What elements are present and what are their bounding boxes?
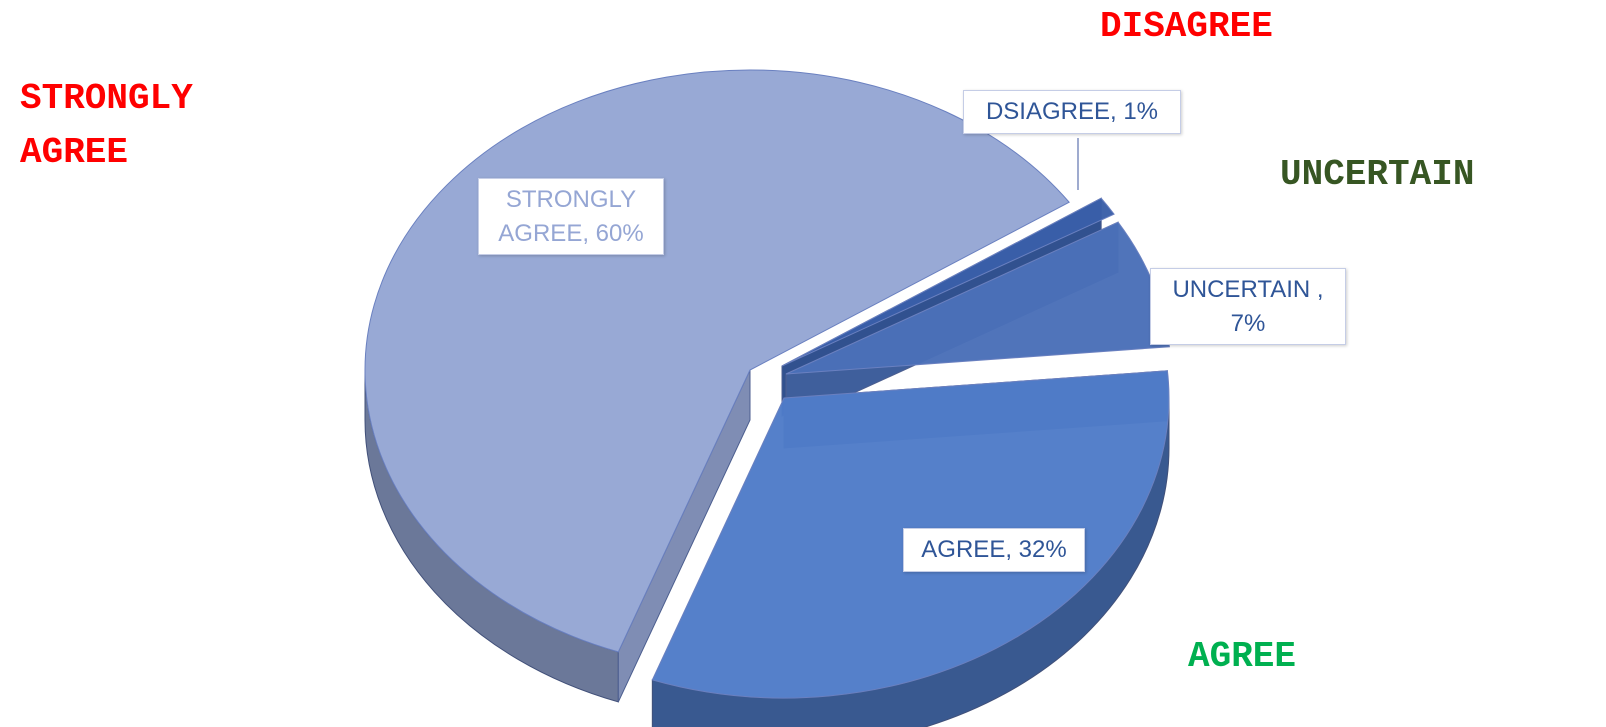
data-label: UNCERTAIN , 7% bbox=[1150, 268, 1346, 346]
annotation: AGREE bbox=[1188, 636, 1297, 677]
data-label: AGREE, 32% bbox=[903, 528, 1085, 572]
annotation: UNCERTAIN bbox=[1280, 154, 1475, 195]
slice bbox=[781, 197, 1115, 367]
data-label: STRONGLY AGREE, 60% bbox=[478, 178, 664, 256]
annotation: STRONGLY AGREE bbox=[20, 78, 193, 173]
data-label: DSIAGREE, 1% bbox=[963, 90, 1181, 134]
annotation: DISAGREE bbox=[1100, 6, 1273, 47]
